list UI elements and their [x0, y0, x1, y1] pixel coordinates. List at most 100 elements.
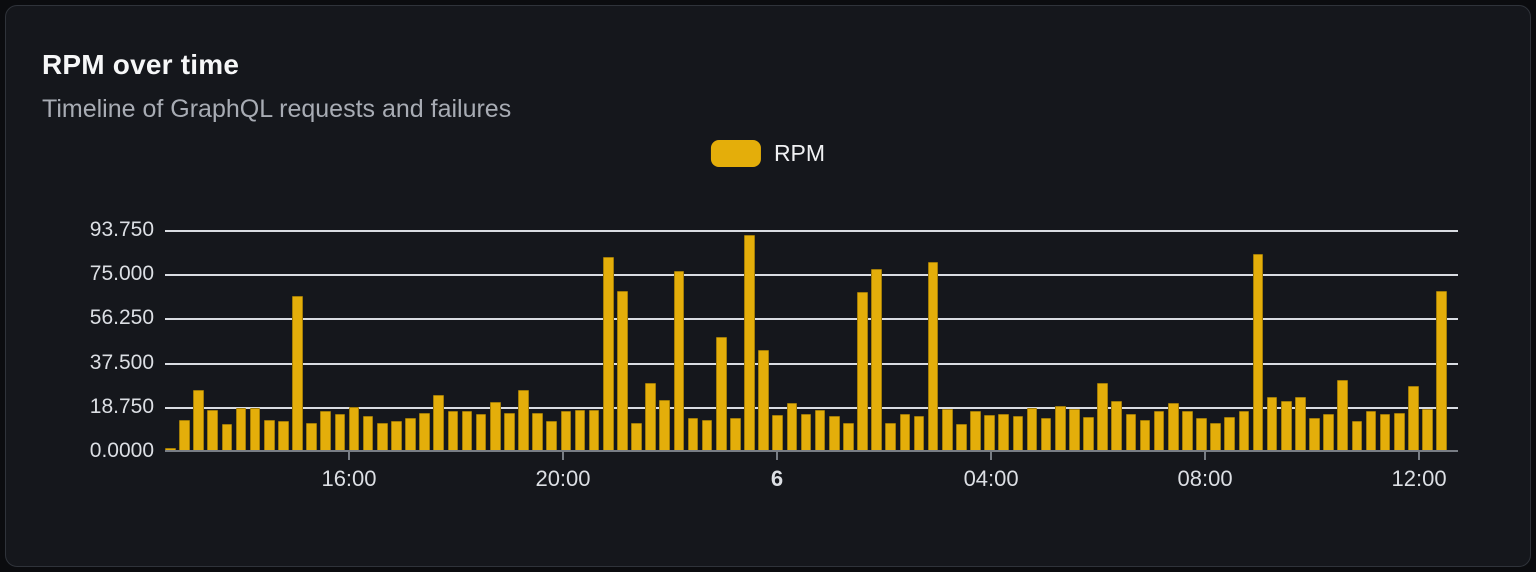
rpm-bar[interactable] [1026, 407, 1038, 450]
rpm-bar[interactable] [1393, 412, 1405, 450]
rpm-bar[interactable] [207, 410, 218, 450]
rpm-bar[interactable] [673, 271, 685, 450]
rpm-bar[interactable] [1436, 291, 1447, 450]
rpm-bar[interactable] [475, 413, 487, 450]
rpm-bar[interactable] [504, 412, 515, 450]
rpm-bar[interactable] [744, 235, 755, 450]
rpm-bar[interactable] [1238, 411, 1250, 450]
rpm-bar[interactable] [956, 424, 967, 450]
rpm-bar[interactable] [588, 410, 600, 450]
rpm-bar[interactable] [1054, 405, 1066, 450]
rpm-bar[interactable] [1083, 417, 1094, 450]
rpm-bar[interactable] [405, 418, 416, 450]
gridline [165, 230, 1458, 232]
rpm-bar[interactable] [560, 411, 572, 450]
rpm-bar[interactable] [574, 410, 586, 450]
rpm-bar[interactable] [1295, 397, 1306, 450]
rpm-bar[interactable] [320, 411, 331, 450]
rpm-bar[interactable] [1069, 409, 1080, 450]
y-axis-tick-label: 56.250 [89, 306, 154, 330]
gridline [165, 362, 1458, 365]
rpm-bar[interactable] [687, 418, 699, 450]
rpm-bar[interactable] [334, 413, 346, 450]
rpm-bar[interactable] [376, 423, 388, 450]
rpm-bar[interactable] [701, 419, 713, 450]
rpm-bar[interactable] [165, 447, 176, 450]
rpm-bar[interactable] [278, 420, 289, 450]
legend[interactable]: RPM [710, 140, 825, 167]
rpm-bar[interactable] [1252, 253, 1264, 450]
rpm-bar[interactable] [970, 411, 981, 450]
rpm-bar[interactable] [447, 411, 459, 450]
rpm-bar[interactable] [1196, 418, 1207, 450]
rpm-bar[interactable] [433, 395, 444, 450]
rpm-bar[interactable] [871, 268, 882, 450]
rpm-bar[interactable] [306, 423, 317, 450]
rpm-bar[interactable] [602, 257, 614, 450]
rpm-bar[interactable] [1365, 411, 1377, 450]
rpm-bar[interactable] [1309, 418, 1320, 450]
rpm-bar[interactable] [292, 295, 303, 450]
rpm-bar[interactable] [391, 420, 402, 450]
rpm-bar[interactable] [1210, 423, 1221, 450]
rpm-bar[interactable] [179, 419, 190, 450]
rpm-bar[interactable] [1040, 418, 1052, 450]
rpm-bar[interactable] [235, 407, 247, 450]
rpm-bar[interactable] [221, 424, 233, 450]
rpm-bar[interactable] [857, 292, 868, 450]
rpm-bar[interactable] [348, 406, 360, 450]
rpm-bar[interactable] [814, 410, 826, 450]
rpm-bar[interactable] [1280, 400, 1292, 450]
rpm-bar[interactable] [1351, 420, 1363, 450]
rpm-bar[interactable] [800, 413, 812, 450]
rpm-bar[interactable] [1139, 419, 1151, 450]
rpm-bar[interactable] [828, 416, 840, 450]
rpm-bar[interactable] [1125, 413, 1137, 450]
rpm-bar[interactable] [659, 399, 670, 450]
rpm-bar[interactable] [786, 403, 798, 450]
rpm-bar[interactable] [927, 261, 939, 450]
rpm-bar[interactable] [1337, 379, 1348, 450]
rpm-bar[interactable] [249, 407, 261, 450]
rpm-bar[interactable] [1266, 397, 1278, 450]
x-axis-tick [1204, 451, 1207, 460]
rpm-bar[interactable] [419, 412, 430, 450]
rpm-bar[interactable] [730, 418, 741, 450]
rpm-bar[interactable] [1097, 383, 1108, 450]
rpm-bar[interactable] [263, 419, 275, 450]
x-axis-tick-label: 16:00 [321, 466, 377, 491]
rpm-bar[interactable] [1224, 417, 1235, 450]
rpm-bar[interactable] [772, 414, 783, 450]
rpm-bar[interactable] [899, 413, 911, 450]
rpm-bar[interactable] [1323, 413, 1334, 450]
rpm-bar[interactable] [362, 416, 374, 450]
rpm-bar[interactable] [984, 414, 995, 450]
rpm-bar[interactable] [913, 416, 925, 450]
rpm-bar[interactable] [1153, 411, 1165, 450]
rpm-bar[interactable] [1167, 403, 1179, 450]
rpm-bar[interactable] [843, 423, 854, 450]
rpm-bar[interactable] [461, 411, 473, 450]
rpm-bar[interactable] [1012, 416, 1024, 450]
rpm-bar[interactable] [1379, 413, 1391, 450]
rpm-bar[interactable] [885, 423, 896, 450]
rpm-bar[interactable] [617, 291, 628, 450]
rpm-bar[interactable] [518, 390, 529, 450]
rpm-bar[interactable] [715, 336, 727, 450]
rpm-bar[interactable] [546, 420, 557, 450]
x-axis-tick-label: 08:00 [1177, 466, 1233, 491]
x-axis-tick-label: 20:00 [535, 466, 591, 491]
rpm-bar[interactable] [758, 349, 769, 450]
rpm-bar[interactable] [1182, 411, 1193, 450]
rpm-bar[interactable] [631, 423, 642, 450]
rpm-bar[interactable] [941, 409, 953, 450]
rpm-bar[interactable] [998, 413, 1009, 450]
rpm-bar[interactable] [532, 412, 543, 450]
rpm-bar[interactable] [1408, 385, 1419, 450]
rpm-bar[interactable] [1111, 400, 1122, 450]
x-axis-tick [347, 451, 350, 460]
rpm-bar[interactable] [489, 402, 501, 450]
rpm-bar[interactable] [645, 383, 656, 450]
rpm-bar[interactable] [1422, 409, 1433, 450]
rpm-bar[interactable] [193, 390, 204, 450]
